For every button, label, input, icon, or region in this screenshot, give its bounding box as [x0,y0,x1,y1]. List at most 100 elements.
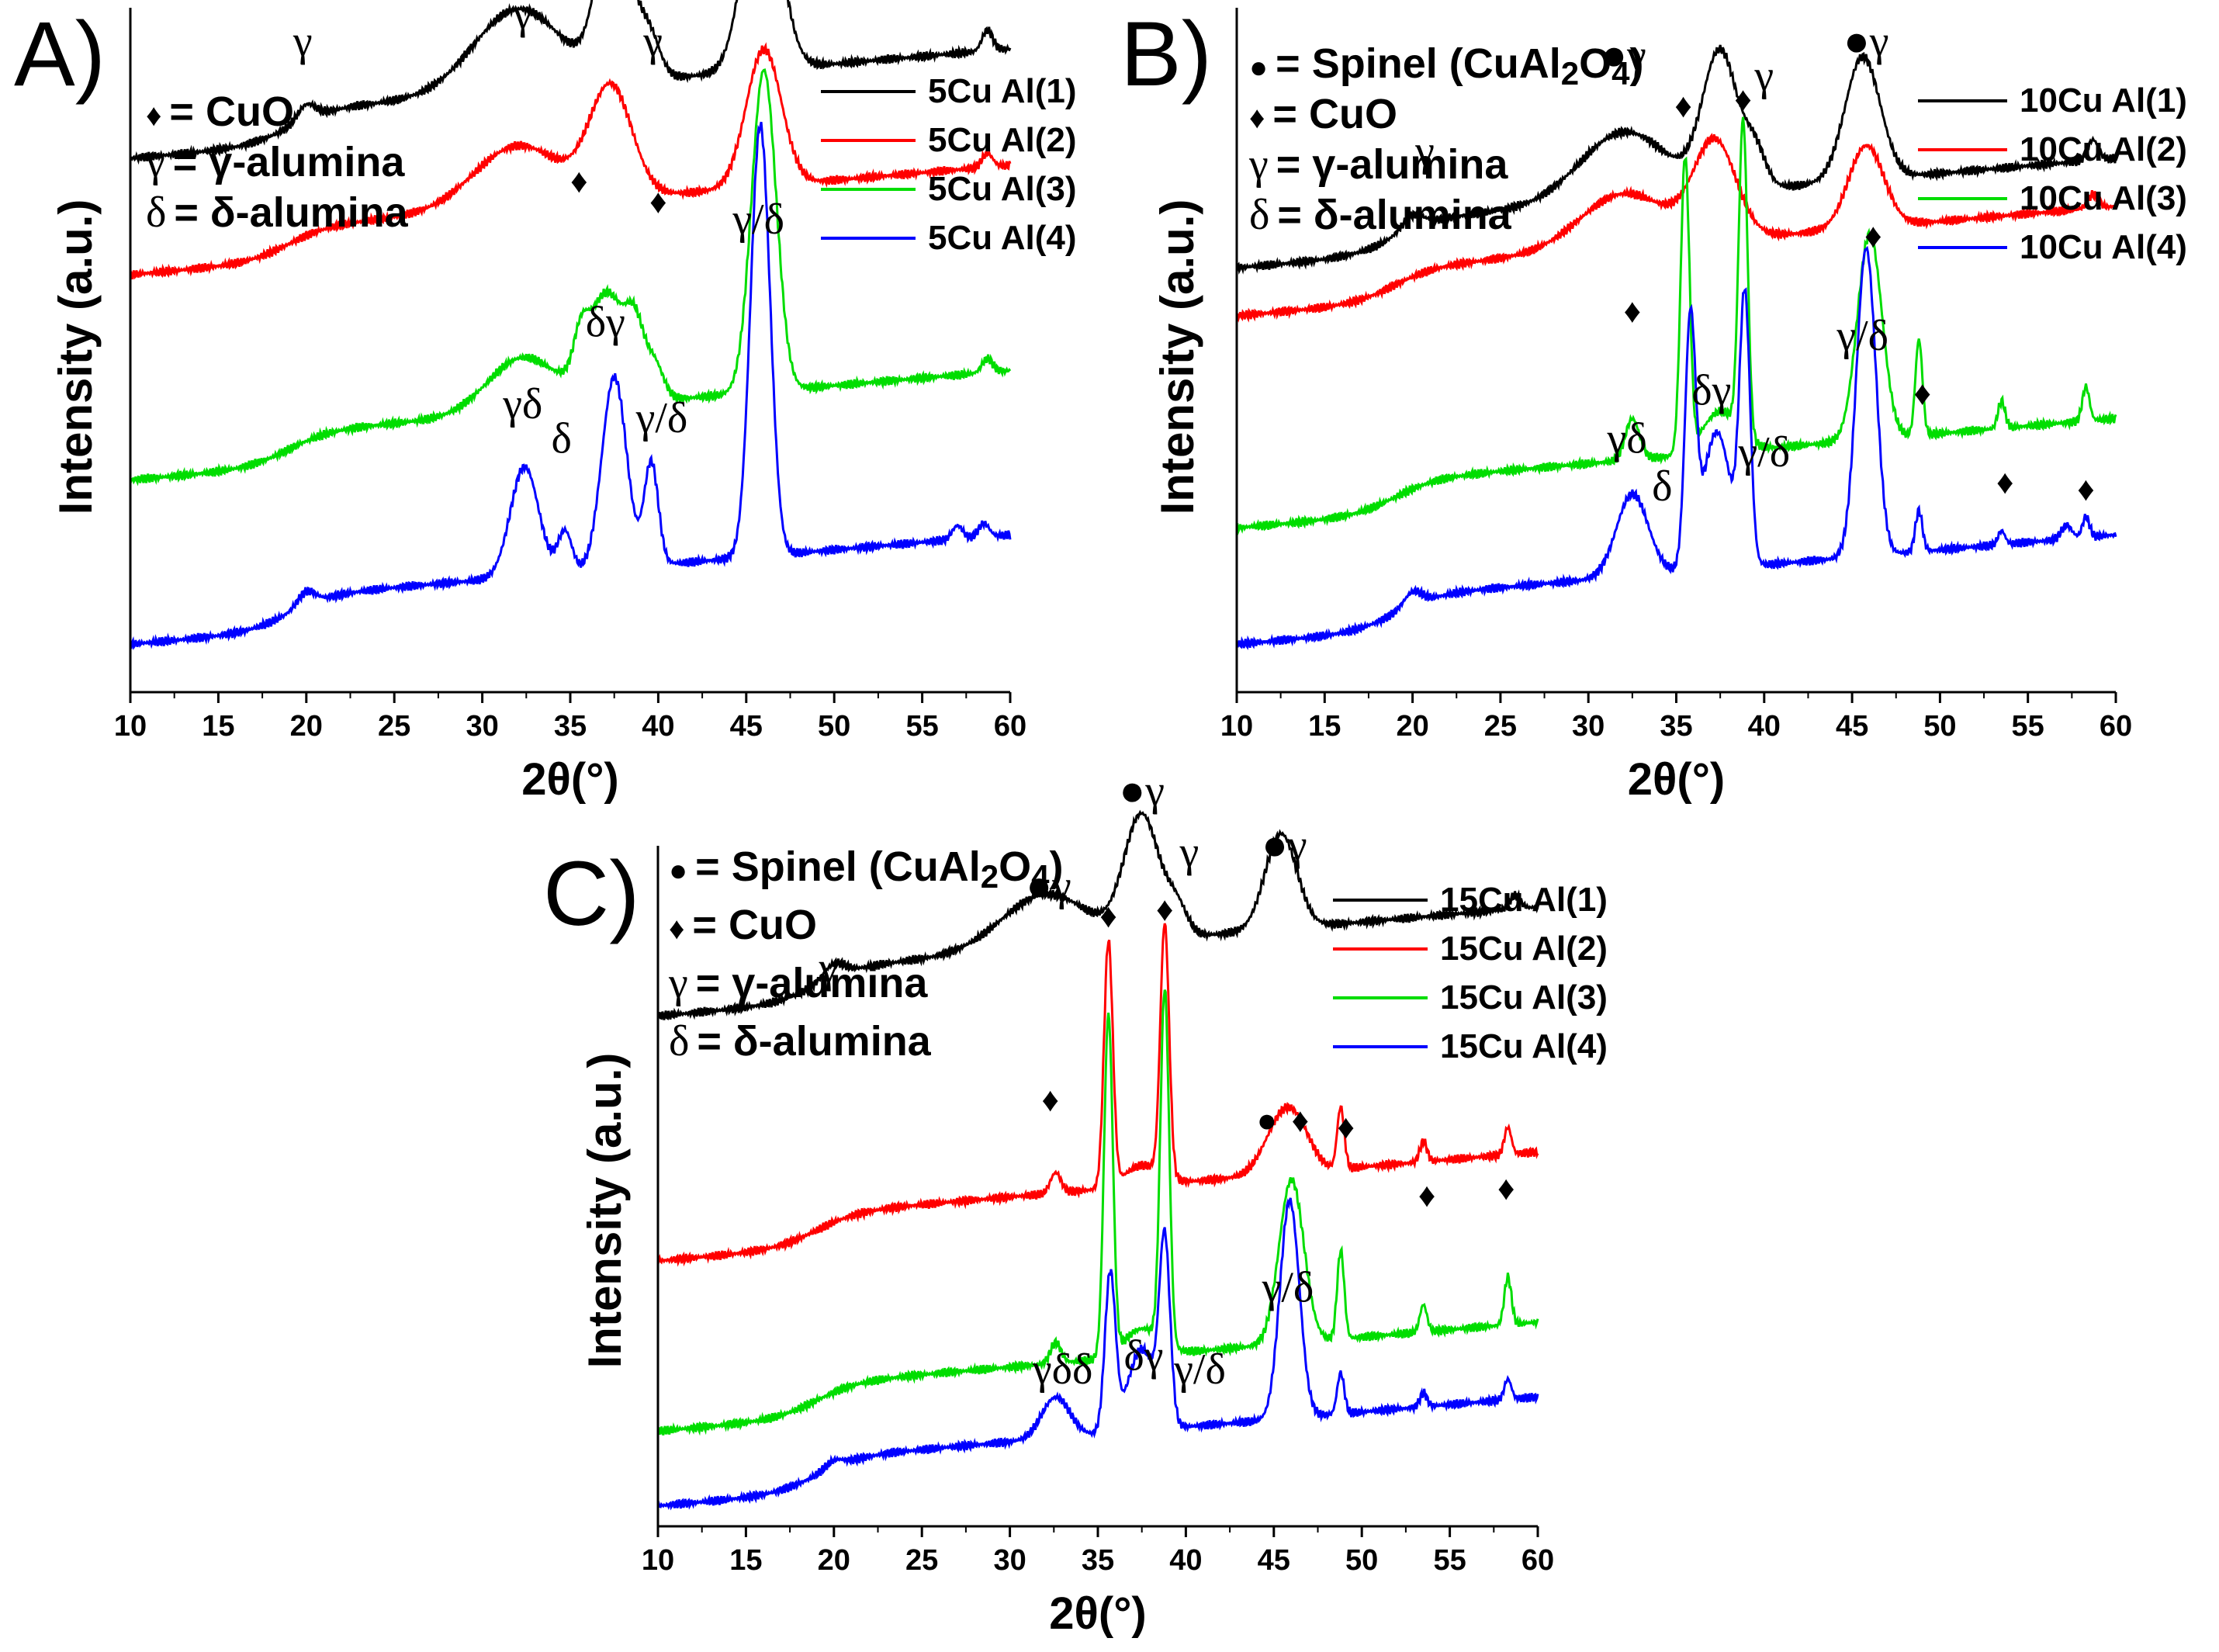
peak-annotation: ♦ [1996,463,2013,501]
peak-annotation: ●γ [1843,18,1889,66]
key-entry: ♦ = CuO [146,88,294,135]
series-line-10cu-al-4- [1235,245,2117,650]
peak-annotation: γ/δ [1262,1264,1314,1312]
x-tick-label: 25 [905,1544,938,1577]
peak-annotation: γ/δ [635,394,688,442]
key-subscript: 2 [981,858,999,895]
series-line-5cu-al-1- [130,0,1012,165]
key-entry: γ = γ-alumina [145,138,405,186]
x-axis-label: 2θ(°) [521,754,618,805]
key-text: = δ-alumina [174,189,408,236]
panel-b-chart: 10 15 20 25 30 35 40 45 50 55 60 2θ(°) Intensity (a.… [1120,3,2187,805]
peak-annotation: ♦ [1624,293,1641,331]
x-tick-label: 55 [905,710,938,743]
x-axis-label: 2θ(°) [1049,1588,1146,1639]
peak-annotation: δ [1652,462,1672,511]
series-line-10cu-al-1- [1235,44,2117,275]
peak-annotation: ● [1256,1101,1277,1139]
legend-label: 5Cu Al(1) [928,72,1077,110]
x-tick-label: 40 [642,710,674,743]
peak-annotation: δγ [1691,367,1731,415]
key-symbol: γ [668,959,688,1007]
legend-label: 10Cu Al(3) [2020,179,2187,217]
peak-annotation: ♦ [1156,890,1173,928]
x-tick-label: 20 [1396,710,1428,743]
key-subscript: 4 [1611,55,1630,92]
key-symbol: γ [1248,140,1269,189]
legend-label: 15Cu Al(3) [1440,978,1608,1016]
panel-label: C) [543,843,640,945]
legend-label: 5Cu Al(3) [928,170,1077,208]
key-entry: δ = δ-alumina [1249,191,1512,239]
key-symbol: δ [1249,191,1269,239]
peak-annotation: ♦ [1418,1176,1435,1214]
peak-annotation: γ/δ [1737,428,1790,476]
key-symbol: δ [146,189,166,237]
x-tick-label: 45 [1836,710,1868,743]
series-line-5cu-al-2- [129,42,1012,280]
peak-annotation: γ/δ [732,196,784,244]
peak-annotation: ♦ [2077,470,2094,508]
series-line-5cu-al-3- [129,68,1012,487]
x-tick-label: 60 [1521,1544,1554,1577]
legend-label: 15Cu Al(2) [1440,930,1608,968]
peak-annotation: γδ [502,380,542,428]
key-text: = γ-alumina [696,960,929,1006]
key-symbol: ● [669,853,687,888]
key-text: = γ-alumina [173,139,406,185]
peak-annotation: ●γ [1262,822,1307,870]
peak-annotation: γδδ [1032,1345,1093,1394]
x-tick-label: 60 [994,710,1026,743]
series-line-15cu-al-1- [656,809,1539,1021]
panel-label: A) [14,3,106,106]
key-text: = CuO [1272,91,1397,137]
key-text: = δ-alumina [1277,192,1511,238]
peak-annotation: δγ [1123,1332,1163,1380]
x-tick-label: 45 [1258,1544,1290,1577]
key-symbol: ♦ [669,911,684,946]
peak-annotation: ♦ [1914,375,1931,413]
key-entry: ♦ = CuO [1249,91,1397,137]
x-tick-label: 50 [818,710,850,743]
peak-annotation: ●γ [1601,31,1646,79]
peak-annotation: γ [293,18,313,66]
panel-a-chart: 10 15 20 25 30 35 40 45 50 55 60 2θ(°) Intensity (a.… [14,0,1077,805]
panel-label: B) [1120,3,1212,106]
y-axis-label: Intensity (a.u.) [579,1053,631,1369]
x-tick-label: 35 [1082,1544,1114,1577]
peak-annotation: ♦ [1864,217,1881,255]
legend-label: 10Cu Al(2) [2020,130,2187,168]
peak-annotation: ♦ [1497,1169,1515,1207]
panel-c-chart: 10 15 20 25 30 35 40 45 50 55 60 2θ(°) Intensity (a.… [543,767,1608,1639]
peak-annotation: ●γ [1026,862,1071,910]
x-tick-label: 10 [114,710,147,743]
key-entry: ● = Spinel (CuAl2O4) [669,843,1063,895]
key-entry: γ = γ-alumina [668,959,928,1007]
peak-annotation: ♦ [1674,87,1691,125]
key-symbol: ♦ [146,98,161,133]
x-tick-label: 25 [378,710,410,743]
key-symbol: ♦ [1249,100,1265,135]
x-tick-label: 30 [993,1544,1026,1577]
key-text: O [999,843,1031,890]
x-axis-label: 2θ(°) [1628,754,1725,805]
peak-annotation: γ [1414,127,1435,175]
peak-annotation: ♦ [1734,80,1751,118]
x-tick-label: 30 [1572,710,1605,743]
x-tick-label: 10 [642,1544,674,1577]
series-line-15cu-al-2- [656,923,1539,1267]
x-tick-label: 55 [2012,710,2044,743]
x-tick-label: 40 [1169,1544,1202,1577]
legend-label: 10Cu Al(4) [2020,228,2187,266]
peak-annotation: γδ [1606,414,1646,462]
x-tick-label: 45 [730,710,763,743]
x-tick-label: 55 [1433,1544,1466,1577]
key-entry: δ = δ-alumina [146,189,409,237]
legend-label: 5Cu Al(4) [928,219,1077,257]
x-tick-label: 10 [1220,710,1253,743]
x-tick-label: 60 [2100,710,2132,743]
key-subscript: 2 [1561,55,1579,92]
peak-annotation: ♦ [1042,1081,1059,1119]
series-line-15cu-al-4- [656,1197,1539,1511]
